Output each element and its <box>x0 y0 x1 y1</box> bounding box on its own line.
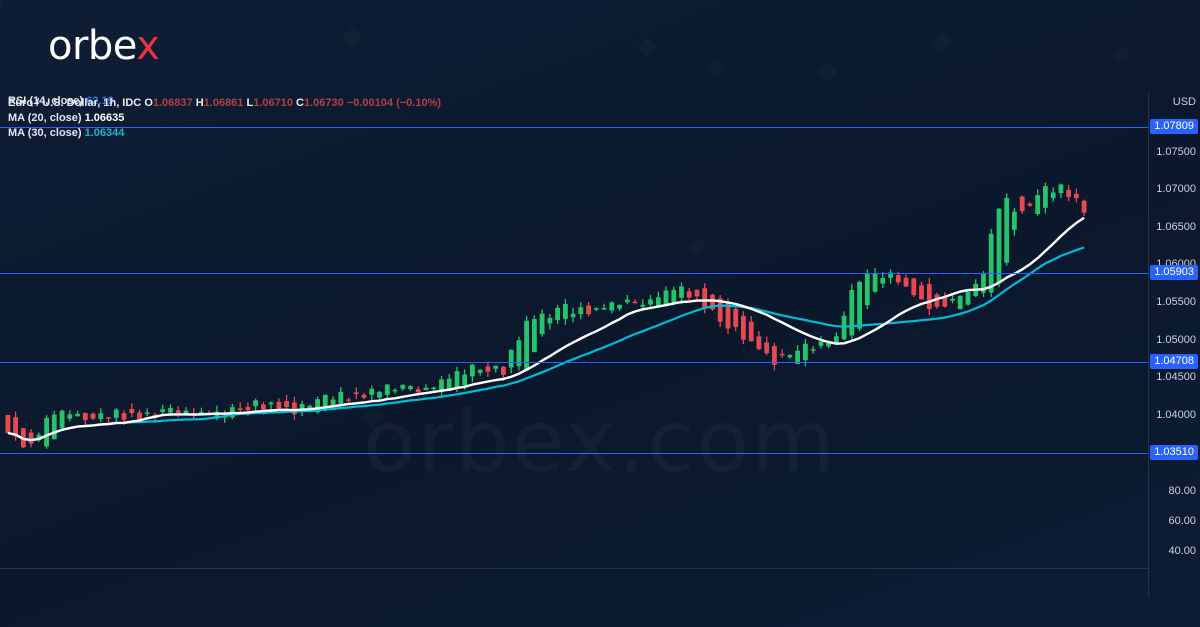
price-tick-label: 1.04500 <box>1156 371 1196 383</box>
price-level-line[interactable] <box>0 362 1148 363</box>
price-tick-label: 1.06500 <box>1156 221 1196 233</box>
price-plot[interactable] <box>0 92 1148 568</box>
price-level-line[interactable] <box>0 453 1148 454</box>
logo-text-main: orbe <box>48 23 137 69</box>
chart-container: orbex.com Euro / U.S. Dollar, 1h, IDC O1… <box>0 92 1200 627</box>
rsi-tick-label: 80.00 <box>1168 485 1196 497</box>
low-value: 1.06710 <box>253 97 293 109</box>
ma20-value: 1.06635 <box>84 112 125 124</box>
price-level-tag[interactable]: 1.05903 <box>1150 265 1198 280</box>
symbol-legend-row[interactable]: Euro / U.S. Dollar, 1h, IDC O1.06837 H1.… <box>8 96 441 111</box>
price-level-tag[interactable]: 1.03510 <box>1150 445 1198 460</box>
close-key: C <box>296 97 304 109</box>
currency-label: USD <box>1172 96 1196 108</box>
price-tick-label: 1.07000 <box>1156 183 1196 195</box>
candlestick-svg <box>5 182 1087 449</box>
ma30-value: 1.06344 <box>84 127 125 139</box>
price-level-tag[interactable]: 1.04708 <box>1150 354 1198 369</box>
open-value: 1.06837 <box>152 97 193 109</box>
price-tick-label: 1.04000 <box>1156 409 1196 421</box>
high-key: H <box>195 97 204 109</box>
close-value: 1.06730 <box>304 97 344 109</box>
price-tick-label: 1.05500 <box>1156 296 1196 308</box>
rsi-tick-label: 60.00 <box>1168 515 1196 527</box>
high-value: 1.06861 <box>203 97 244 109</box>
page-header: orbex <box>0 0 1200 92</box>
ma20-legend-row[interactable]: MA (20, close) 1.06635 <box>8 111 441 126</box>
price-level-tag[interactable]: 1.07809 <box>1150 119 1198 134</box>
orbex-logo: orbex <box>48 23 160 69</box>
price-tick-label: 1.07500 <box>1156 146 1196 158</box>
change-value: −0.00104 (−0.10%) <box>346 97 442 109</box>
rsi-svg <box>0 569 1148 627</box>
chart-legend: Euro / U.S. Dollar, 1h, IDC O1.06837 H1.… <box>8 96 441 141</box>
ma30-legend-row[interactable]: MA (30, close) 1.06344 <box>8 126 441 141</box>
ma30-label: MA (30, close) <box>8 127 82 139</box>
rsi-tick-label: 40.00 <box>1168 545 1196 557</box>
price-axis[interactable]: USD 1.07500 1.07000 1.06500 1.06000 1.05500 1… <box>1148 92 1200 597</box>
symbol-label: Euro / U.S. Dollar, 1h, IDC <box>8 97 142 109</box>
price-tick-label: 1.05000 <box>1156 334 1196 346</box>
price-level-line[interactable] <box>0 273 1148 274</box>
price-level-line[interactable] <box>0 127 1148 128</box>
rsi-pane[interactable] <box>0 568 1148 627</box>
logo-accent-x: x <box>136 23 160 69</box>
ma20-label: MA (20, close) <box>8 112 82 124</box>
open-key: O <box>144 97 153 109</box>
